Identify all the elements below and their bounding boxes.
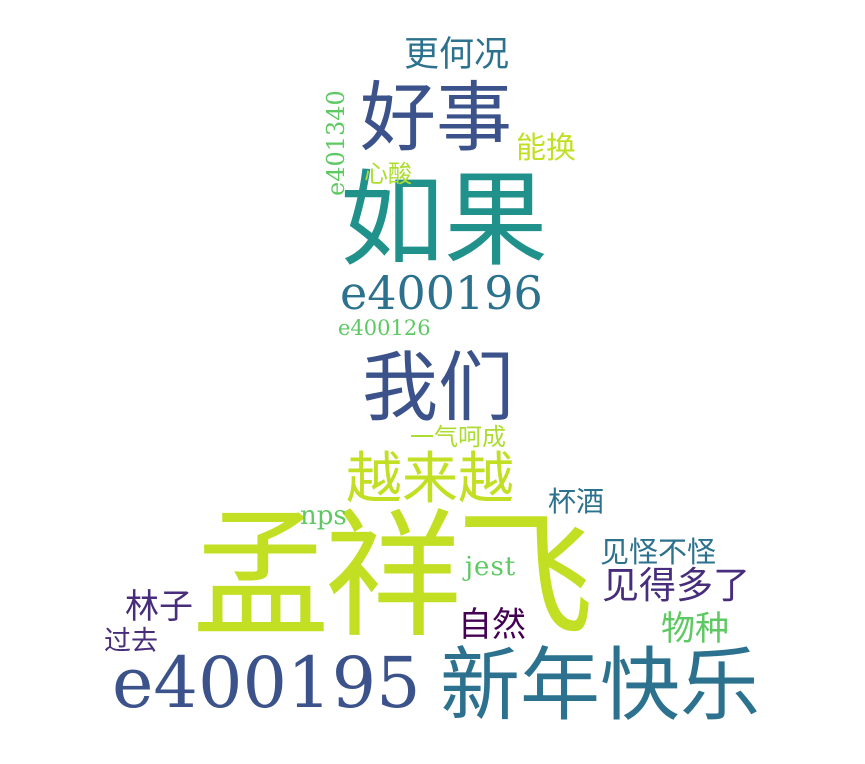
word-e400195: e400195 (112, 642, 421, 724)
word-xinnian-kuaile: 新年快乐 (440, 639, 760, 732)
word-beijiu: 杯酒 (548, 485, 605, 518)
word-yuelaiyue: 越来越 (346, 447, 514, 512)
word-jianguaibuguai: 见怪不怪 (600, 535, 717, 569)
word-nps: nps (300, 501, 347, 531)
word-wuzhong: 物种 (661, 609, 729, 649)
word-e401340: e401340 (322, 90, 350, 196)
word-linzi: 林子 (125, 587, 193, 627)
word-e400196: e400196 (340, 266, 543, 320)
word-women: 我们 (362, 343, 514, 432)
word-jest: jest (465, 552, 517, 582)
word-nenghuan: 能换 (516, 131, 576, 166)
word-ziran: 自然 (458, 605, 526, 645)
word-genghekuang: 更何况 (404, 35, 510, 75)
word-yiqihecheng: 一气呵成 (410, 423, 506, 451)
word-e400126: e400126 (338, 316, 431, 340)
word-ruguo: 如果 (340, 159, 549, 281)
word-mengxiangfei: 孟祥飞 (192, 496, 594, 657)
word-xinsuan: 心酸 (364, 160, 412, 188)
word-jiandeduole: 见得多了 (602, 564, 750, 607)
word-guoqu: 过去 (104, 626, 158, 657)
word-haoshi: 好事 (360, 73, 512, 162)
